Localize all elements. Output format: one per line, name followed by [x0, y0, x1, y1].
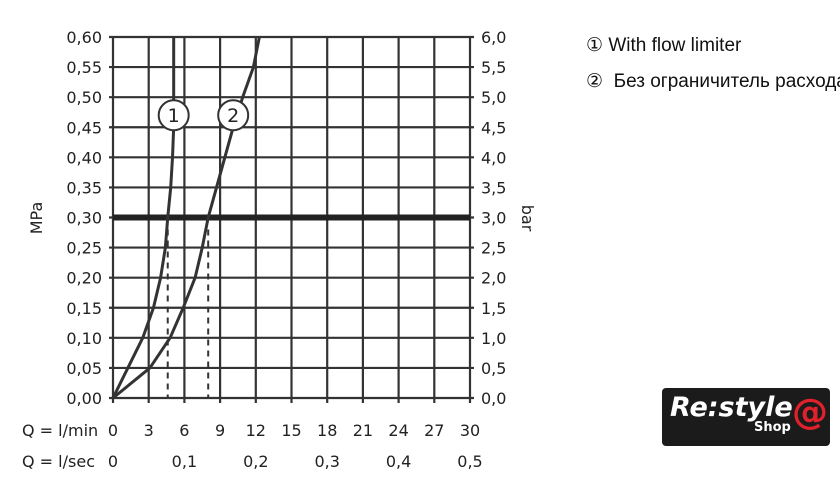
y-right-tick-label: 5,5 — [481, 58, 506, 77]
x-axis-label: Q = l/min — [22, 421, 98, 440]
y-right-tick-label: 1,0 — [481, 329, 506, 348]
y-right-axis-label: bar — [518, 205, 537, 232]
x2-tick-label: 0,1 — [172, 452, 197, 471]
x-tick-label: 24 — [388, 421, 408, 440]
y-tick-label: 0,05 — [66, 359, 102, 378]
x2-axis-label: Q = l/sec — [22, 452, 95, 471]
legend-item-1: ① With flow limiter — [586, 35, 742, 56]
y-tick-label: 0,30 — [66, 209, 102, 228]
x-tick-label: 12 — [246, 421, 266, 440]
y-tick-label: 0,35 — [66, 178, 102, 197]
x-tick-label: 3 — [144, 421, 154, 440]
series-line-2 — [112, 36, 261, 400]
y-right-tick-label: 2,0 — [481, 269, 506, 288]
x2-tick-label: 0 — [108, 452, 118, 471]
y-tick-label: 0,00 — [66, 389, 102, 408]
series-label-1: 1 — [168, 105, 180, 127]
y-tick-label: 0,10 — [66, 329, 102, 348]
y-tick-label: 0,50 — [66, 88, 102, 107]
series-label-2: 2 — [227, 105, 239, 127]
y-tick-label: 0,25 — [66, 239, 102, 258]
y-right-tick-label: 5,0 — [481, 88, 506, 107]
x-tick-label: 21 — [353, 421, 373, 440]
x2-tick-label: 0,3 — [314, 452, 339, 471]
x-tick-label: 9 — [215, 421, 225, 440]
y-tick-label: 0,55 — [66, 58, 102, 77]
y-right-tick-label: 3,5 — [481, 178, 506, 197]
y-tick-label: 0,15 — [66, 299, 102, 318]
x-tick-label: 18 — [317, 421, 337, 440]
y-right-tick-label: 0,5 — [481, 359, 506, 378]
y-tick-label: 0,60 — [66, 28, 102, 47]
legend-item-2: ② Без ограничитель расхода — [586, 71, 840, 92]
y-right-tick-label: 4,0 — [481, 148, 506, 167]
x-tick-label: 30 — [460, 421, 480, 440]
y-tick-label: 0,45 — [66, 118, 102, 137]
y-tick-label: 0,40 — [66, 148, 102, 167]
x-tick-label: 0 — [108, 421, 118, 440]
y-right-tick-label: 0,0 — [481, 389, 506, 408]
x2-tick-label: 0,2 — [243, 452, 268, 471]
x-tick-label: 6 — [179, 421, 189, 440]
y-axis-label: MPa — [27, 202, 46, 235]
x2-tick-label: 0,5 — [457, 452, 482, 471]
y-right-tick-label: 4,5 — [481, 118, 506, 137]
y-right-tick-label: 2,5 — [481, 239, 506, 258]
y-right-tick-label: 3,0 — [481, 209, 506, 228]
x2-tick-label: 0,4 — [386, 452, 411, 471]
y-tick-label: 0,20 — [66, 269, 102, 288]
x-tick-label: 27 — [424, 421, 444, 440]
x-tick-label: 15 — [281, 421, 301, 440]
y-right-tick-label: 1,5 — [481, 299, 506, 318]
y-right-tick-label: 6,0 — [481, 28, 506, 47]
series-marker-2 — [217, 99, 250, 132]
series-marker-1 — [157, 99, 190, 132]
restyle-shop-logo: Re:style Shop @ — [662, 388, 830, 446]
